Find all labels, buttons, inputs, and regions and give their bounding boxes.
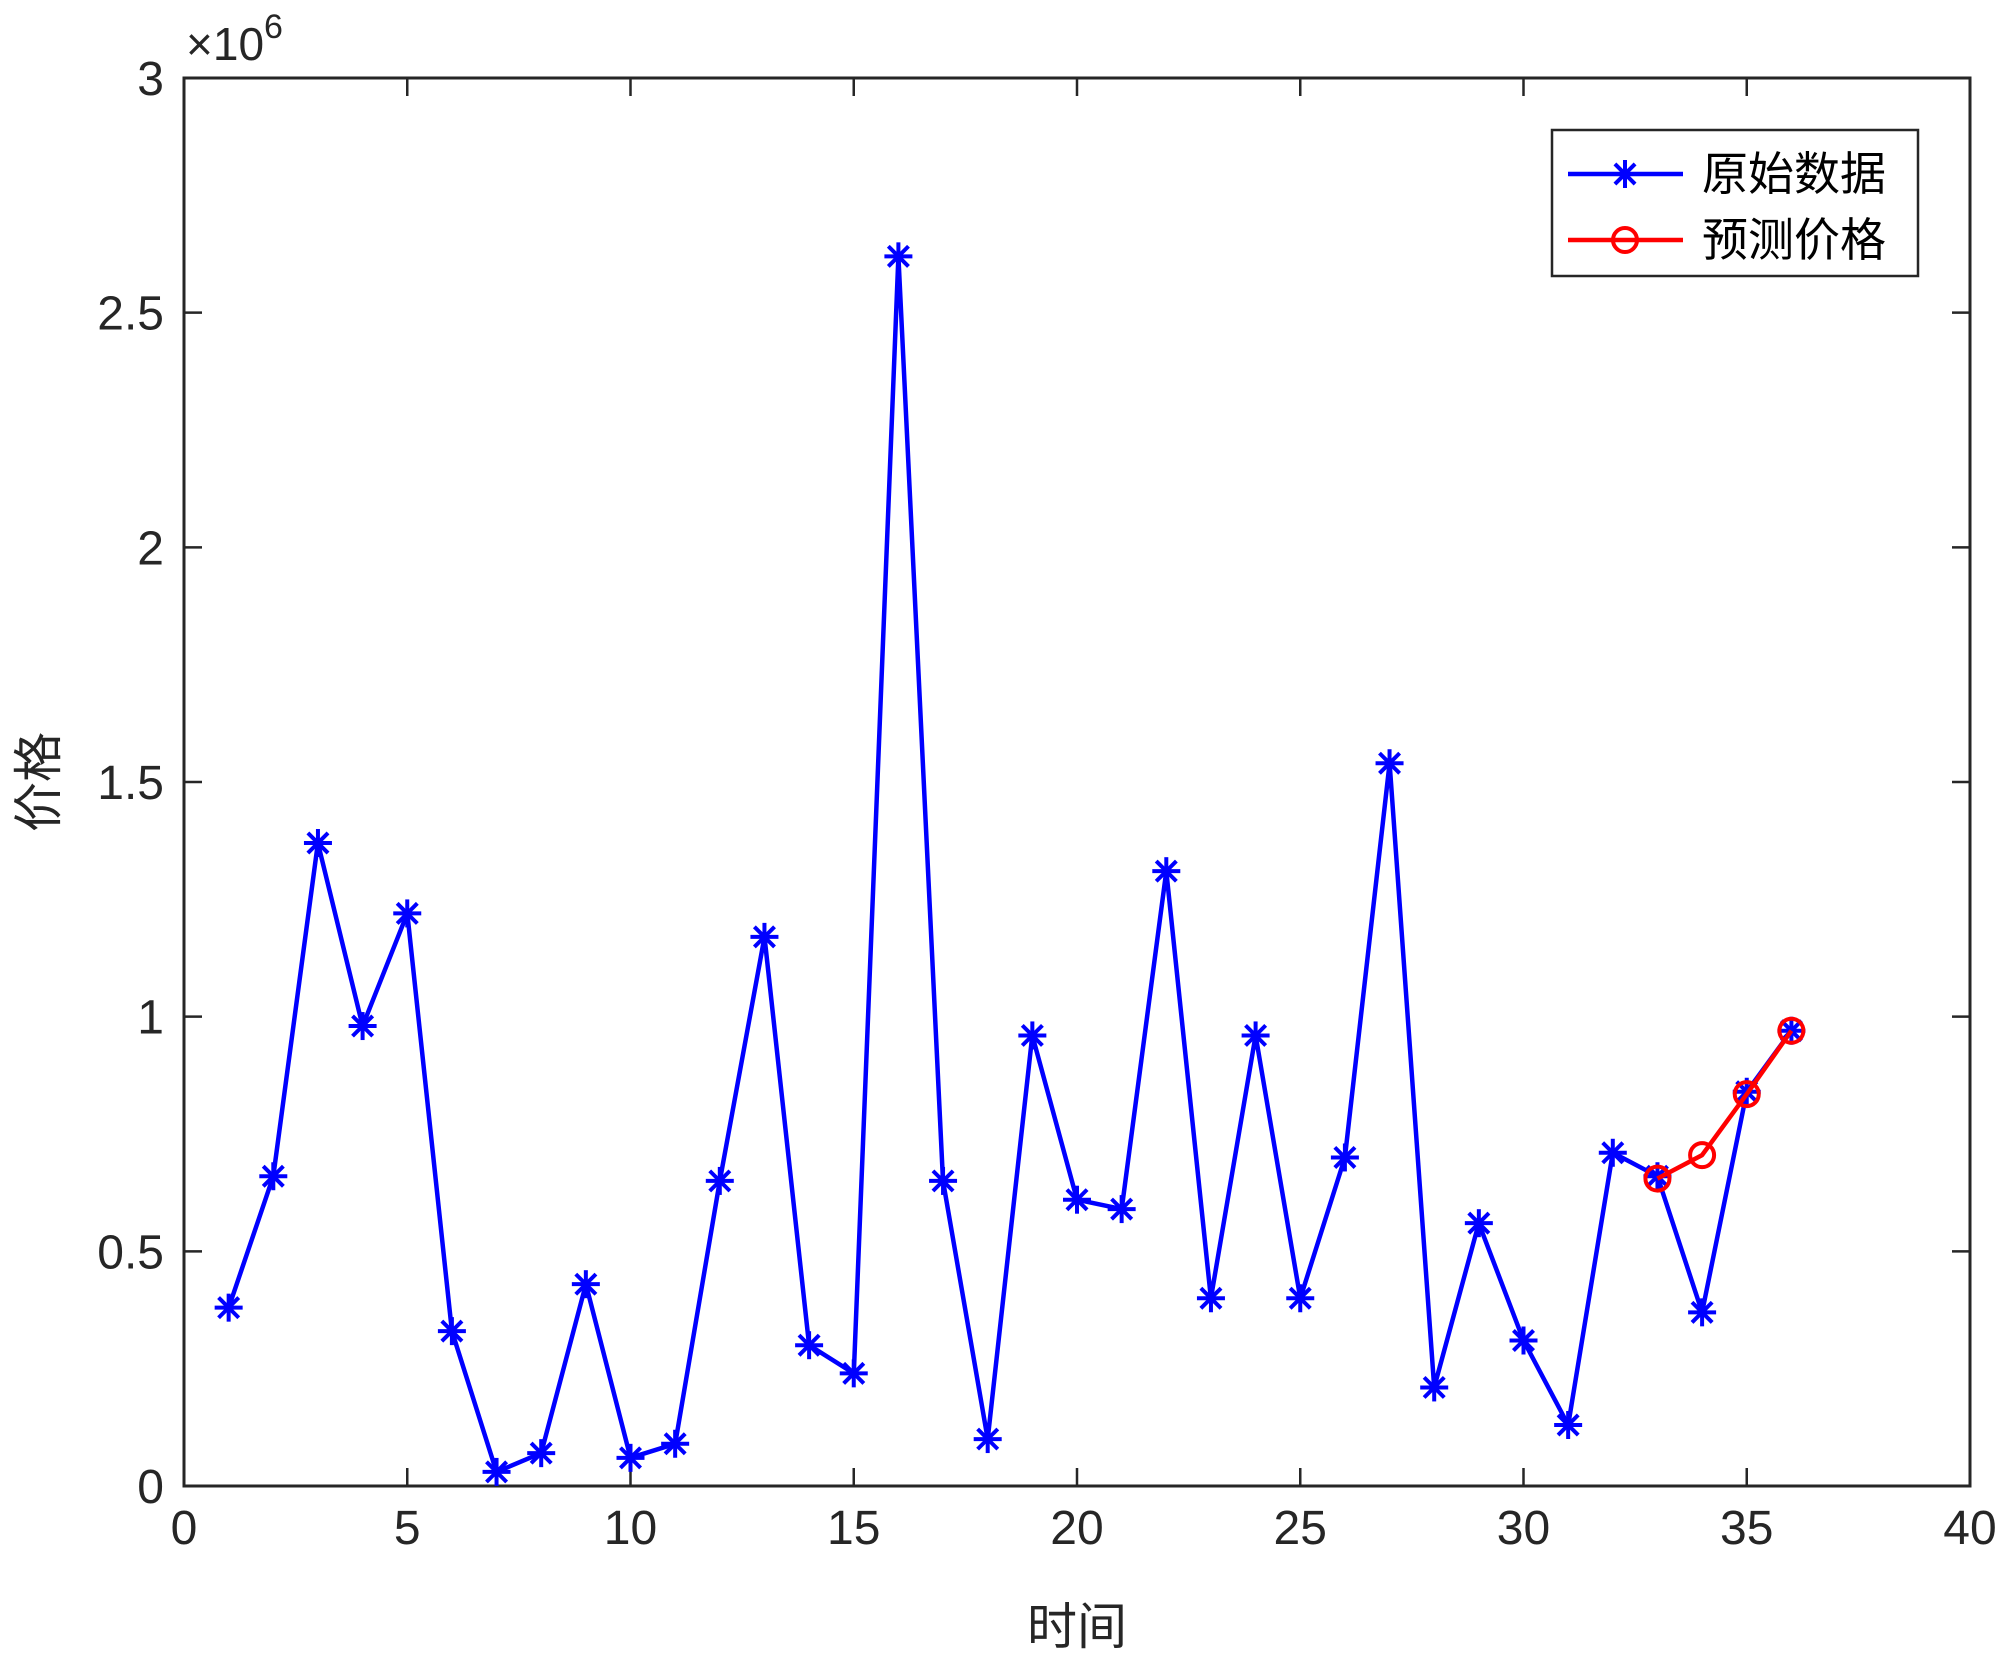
legend-label-original: 原始数据 [1702, 147, 1886, 201]
data-point-predicted [1643, 1164, 1672, 1193]
x-tick-label: 25 [1274, 1502, 1327, 1555]
data-point-original [1018, 1021, 1047, 1050]
data-point-original [1196, 1284, 1225, 1313]
y-axis-exponent: ×106 [186, 8, 283, 70]
y-axis-exponent-power: 6 [264, 8, 283, 46]
data-point-original [1107, 1195, 1136, 1224]
legend-asterisk-marker [1611, 160, 1639, 188]
y-tick-label: 3 [137, 53, 164, 106]
data-point-original [795, 1331, 824, 1360]
legend-swatch-predicted-marker [1611, 226, 1639, 254]
x-tick-label: 10 [604, 1502, 657, 1555]
y-tick-label: 2 [137, 522, 164, 575]
data-point-original [929, 1166, 958, 1195]
data-point-original [1598, 1138, 1627, 1167]
x-tick-label: 30 [1497, 1502, 1550, 1555]
data-point-original [1420, 1373, 1449, 1402]
y-axis-label: 价格 [10, 732, 68, 832]
y-tick-label: 2.5 [97, 288, 164, 341]
data-point-original [1464, 1209, 1493, 1238]
y-axis-exponent-base: ×10 [186, 18, 264, 70]
x-tick-label: 15 [827, 1502, 880, 1555]
data-point-original [303, 829, 332, 858]
legend-circle-marker [1611, 226, 1639, 254]
data-point-original [437, 1317, 466, 1346]
y-axis-ticks: 0 0.5 1 1.5 2 2.5 3 [97, 53, 1970, 1514]
data-point-original [1241, 1021, 1270, 1050]
data-point-original [482, 1457, 511, 1486]
data-point-original [571, 1270, 600, 1299]
data-point-original [1063, 1185, 1091, 1214]
data-point-predicted [1688, 1141, 1717, 1170]
data-point-original [527, 1439, 556, 1468]
legend-swatch-original-marker [1611, 160, 1639, 188]
data-point-original [348, 1012, 377, 1041]
x-tick-label: 0 [171, 1502, 198, 1555]
data-point-original [1152, 857, 1181, 886]
data-point-original [661, 1429, 690, 1458]
legend-label-predicted: 预测价格 [1702, 213, 1886, 267]
series-predicted-line [1656, 1029, 1794, 1181]
data-point-original [973, 1425, 1002, 1454]
data-point-original [1375, 749, 1404, 778]
data-point-original [393, 899, 422, 928]
data-point-predicted [1732, 1080, 1761, 1109]
data-point-original [1286, 1284, 1315, 1313]
series-original-line [226, 254, 1794, 1475]
x-tick-label: 35 [1720, 1502, 1773, 1555]
data-point-original [1554, 1410, 1583, 1439]
x-axis-label: 时间 [1027, 1598, 1127, 1656]
data-point-original [1509, 1326, 1538, 1355]
plot-area [182, 76, 1972, 1488]
legend: 原始数据 预测价格 [1550, 128, 1920, 278]
data-point-original [259, 1162, 288, 1191]
data-point-original [616, 1443, 645, 1472]
data-point-original [1330, 1143, 1359, 1172]
y-tick-label: 1 [137, 992, 164, 1045]
series-layer [214, 242, 1806, 1486]
data-point-original [214, 1293, 243, 1322]
legend-box [1550, 128, 1920, 278]
data-point-original [1688, 1298, 1717, 1327]
y-tick-label: 1.5 [97, 757, 164, 810]
data-point-original [750, 922, 779, 951]
y-tick-label: 0.5 [97, 1226, 164, 1279]
data-point-predicted [1777, 1016, 1806, 1045]
x-tick-label: 20 [1050, 1502, 1103, 1555]
x-axis-ticks: 0 5 10 15 20 25 30 35 40 [171, 78, 1997, 1555]
data-point-original [839, 1359, 868, 1388]
data-point-original [884, 242, 913, 271]
x-tick-label: 40 [1943, 1502, 1996, 1555]
y-tick-label: 0 [137, 1461, 164, 1514]
data-point-original [705, 1166, 734, 1195]
x-tick-label: 5 [394, 1502, 421, 1555]
